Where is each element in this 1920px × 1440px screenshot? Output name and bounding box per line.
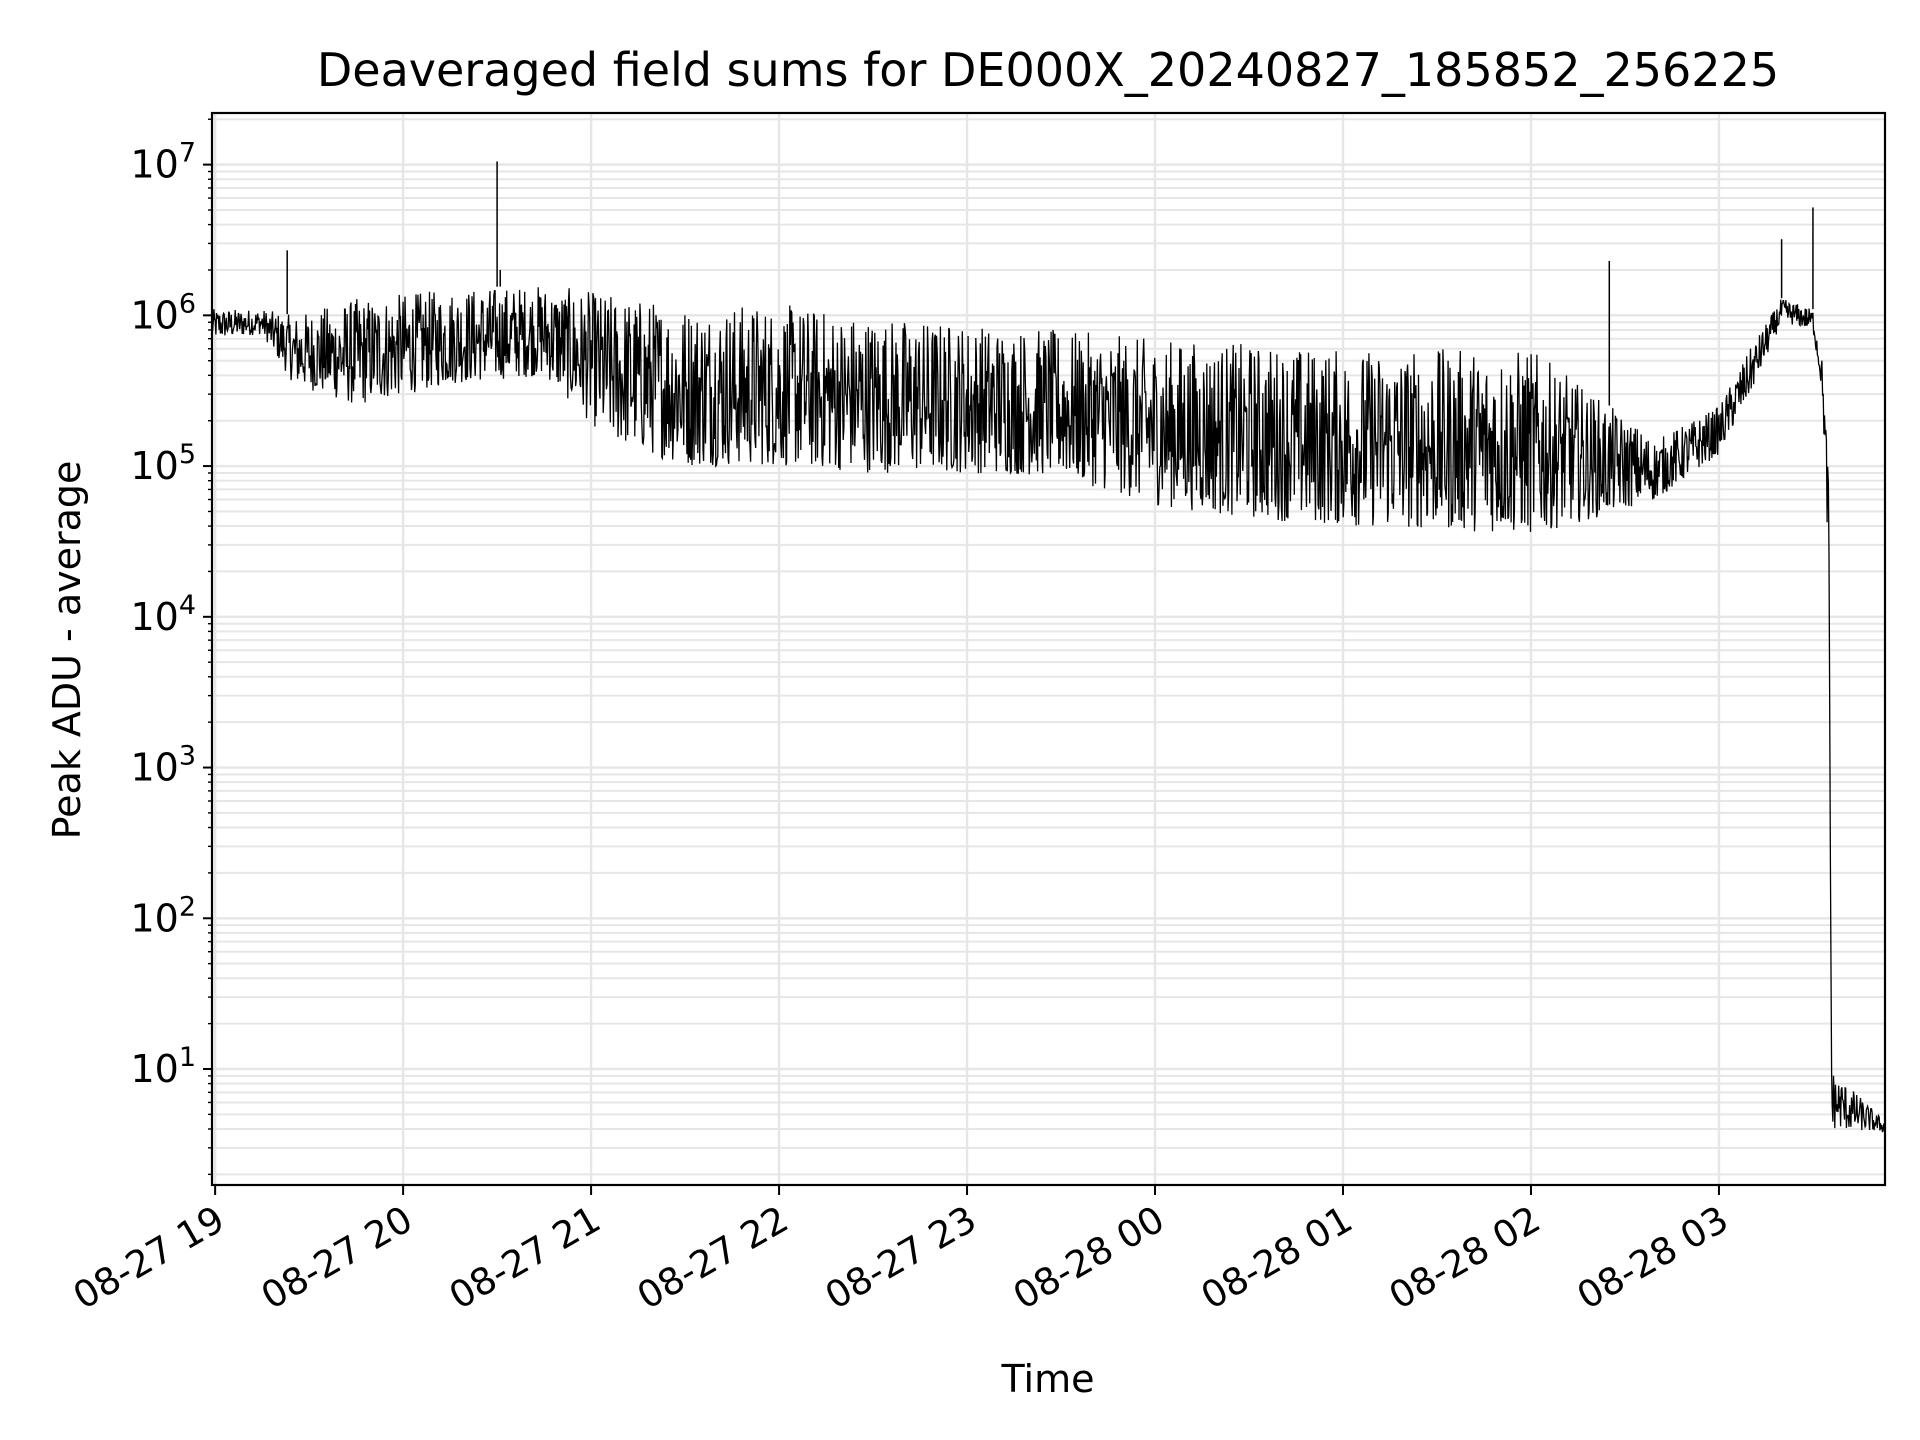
y-tick-label: 106 [130, 288, 196, 337]
y-tick-label: 103 [130, 741, 196, 790]
y-tick-label: 104 [130, 590, 196, 639]
y-axis-label: Peak ADU - average [45, 461, 89, 840]
grid-layer [212, 113, 1885, 1185]
y-tick-label: 107 [130, 138, 196, 187]
data-layer [211, 161, 1886, 1133]
series-line [211, 287, 1886, 1133]
chart-title: Deaveraged field sums for DE000X_2024082… [317, 43, 1779, 97]
y-tick-label: 101 [130, 1042, 196, 1091]
x-axis-label: Time [1001, 1357, 1095, 1401]
plot-frame [210, 111, 1887, 1187]
y-tick-label: 102 [130, 891, 196, 940]
y-tick-label: 105 [130, 439, 196, 488]
